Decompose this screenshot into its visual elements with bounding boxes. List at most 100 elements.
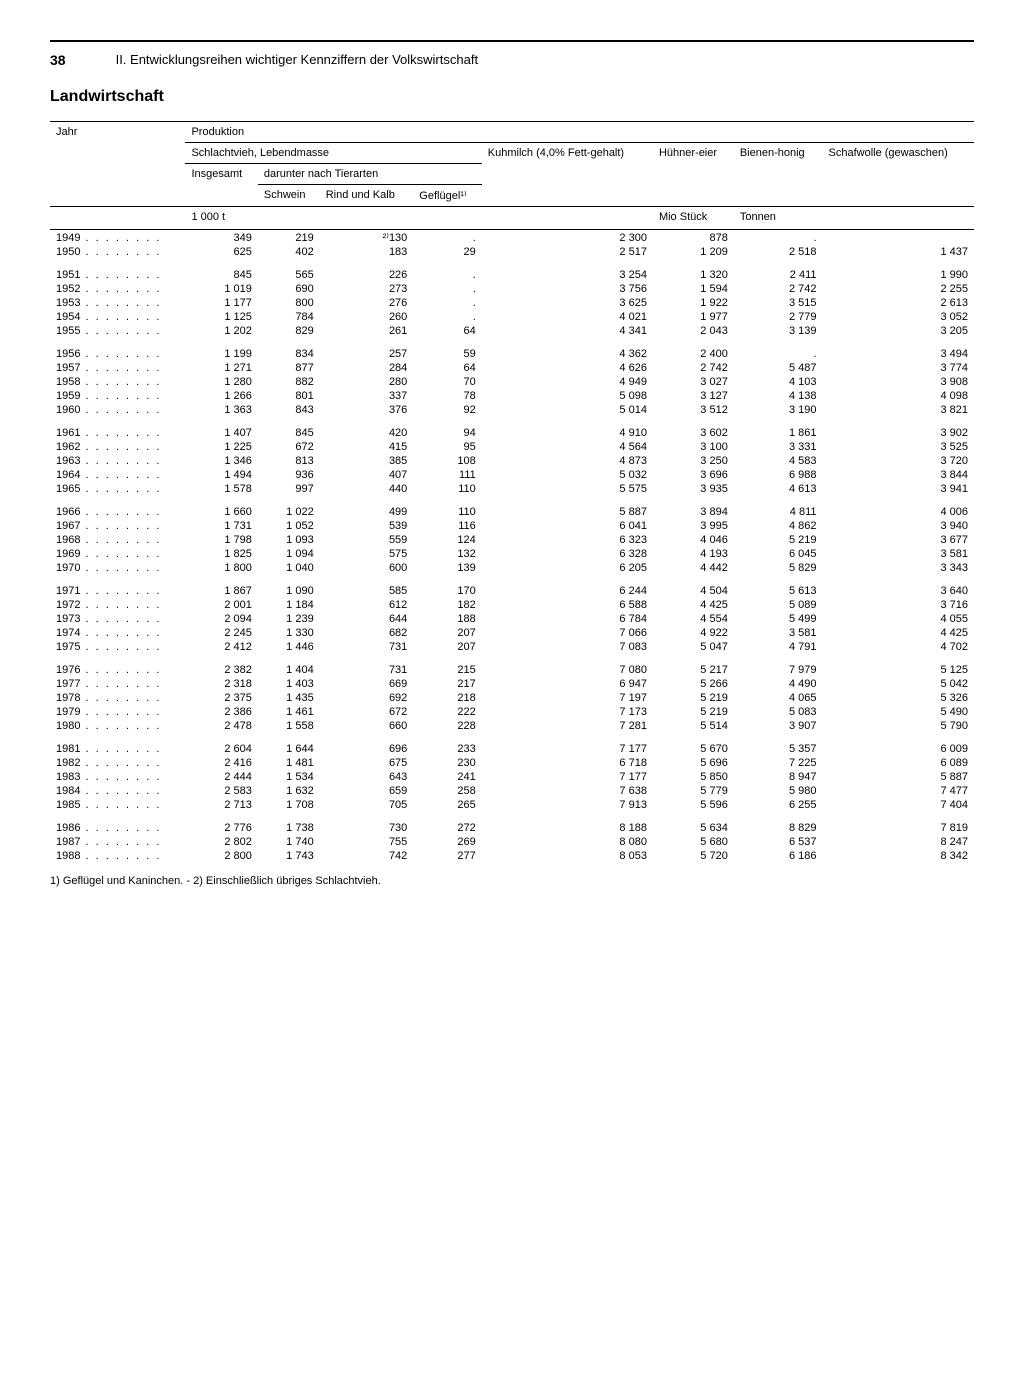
data-cell: 5 219 (653, 705, 734, 719)
data-cell: 2 713 (185, 798, 257, 812)
year-cell: 1968 . . . . . . . . (50, 533, 185, 547)
data-cell: 6 328 (482, 547, 653, 561)
col-gefluegel: Geflügel¹⁾ (413, 185, 481, 207)
table-row: 1967 . . . . . . . .1 7311 0525391166 04… (50, 519, 974, 533)
data-cell: 64 (413, 361, 481, 375)
data-cell: 1 435 (258, 691, 320, 705)
data-cell: 3 677 (823, 533, 975, 547)
year-cell: 1960 . . . . . . . . (50, 403, 185, 417)
table-row: 1950 . . . . . . . .625402183292 5171 20… (50, 245, 974, 259)
data-cell: 7 477 (823, 784, 975, 798)
data-cell: 8 342 (823, 849, 975, 863)
data-cell: 4 613 (734, 482, 823, 496)
data-cell: 1 825 (185, 547, 257, 561)
data-cell: 4 862 (734, 519, 823, 533)
data-cell: 1 177 (185, 296, 257, 310)
table-row: 1976 . . . . . . . .2 3821 4047312157 08… (50, 654, 974, 677)
data-cell: 834 (258, 338, 320, 361)
footnote: 1) Geflügel und Kaninchen. - 2) Einschli… (50, 875, 974, 887)
table-row: 1957 . . . . . . . .1 271877284644 6262 … (50, 361, 974, 375)
data-cell: 7 173 (482, 705, 653, 719)
data-cell: 2 583 (185, 784, 257, 798)
data-cell: 6 588 (482, 598, 653, 612)
data-cell: 7 225 (734, 756, 823, 770)
data-cell: 7 913 (482, 798, 653, 812)
data-cell: 5 032 (482, 468, 653, 482)
data-cell: 1 094 (258, 547, 320, 561)
year-cell: 1951 . . . . . . . . (50, 259, 185, 282)
data-cell: 2 742 (653, 361, 734, 375)
data-cell: 1 239 (258, 612, 320, 626)
table-row: 1955 . . . . . . . .1 202829261644 3412 … (50, 324, 974, 338)
col-production: Produktion (185, 122, 974, 143)
col-insgesamt: Insgesamt (185, 164, 257, 207)
year-cell: 1980 . . . . . . . . (50, 719, 185, 733)
data-cell: 8 053 (482, 849, 653, 863)
data-cell: 5 219 (653, 691, 734, 705)
data-cell: 2 411 (734, 259, 823, 282)
data-cell: 1 280 (185, 375, 257, 389)
data-cell: 1 404 (258, 654, 320, 677)
data-cell: 3 716 (823, 598, 975, 612)
data-cell: 3 935 (653, 482, 734, 496)
table-row: 1968 . . . . . . . .1 7981 0935591246 32… (50, 533, 974, 547)
data-cell: 3 756 (482, 282, 653, 296)
data-cell: 257 (320, 338, 414, 361)
data-cell: 1 184 (258, 598, 320, 612)
data-cell: 2 478 (185, 719, 257, 733)
data-cell: . (413, 310, 481, 324)
table-row: 1980 . . . . . . . .2 4781 5586602287 28… (50, 719, 974, 733)
data-cell: 3 581 (734, 626, 823, 640)
data-cell: 682 (320, 626, 414, 640)
data-cell: 3 127 (653, 389, 734, 403)
data-cell: 5 680 (653, 835, 734, 849)
year-cell: 1967 . . . . . . . . (50, 519, 185, 533)
data-cell: 2 802 (185, 835, 257, 849)
table-row: 1975 . . . . . . . .2 4121 4467312077 08… (50, 640, 974, 654)
data-cell: 402 (258, 245, 320, 259)
year-cell: 1950 . . . . . . . . (50, 245, 185, 259)
data-cell: 4 564 (482, 440, 653, 454)
year-cell: 1966 . . . . . . . . (50, 496, 185, 519)
data-cell: 7 819 (823, 812, 975, 835)
data-cell: 110 (413, 496, 481, 519)
col-huehnereier: Hühner-eier (653, 143, 734, 207)
year-cell: 1985 . . . . . . . . (50, 798, 185, 812)
data-cell: 8 247 (823, 835, 975, 849)
table-row: 1961 . . . . . . . .1 407845420944 9103 … (50, 417, 974, 440)
data-cell: 78 (413, 389, 481, 403)
data-cell: 672 (320, 705, 414, 719)
data-cell: 5 490 (823, 705, 975, 719)
data-cell: 7 177 (482, 733, 653, 756)
data-cell: 1 040 (258, 561, 320, 575)
data-cell: 29 (413, 245, 481, 259)
data-cell: 4 341 (482, 324, 653, 338)
data-cell: 1 090 (258, 575, 320, 598)
data-cell: 1 861 (734, 417, 823, 440)
data-cell: 1 738 (258, 812, 320, 835)
data-cell: 2 318 (185, 677, 257, 691)
data-cell: 4 949 (482, 375, 653, 389)
data-cell: . (413, 230, 481, 246)
year-cell: 1964 . . . . . . . . (50, 468, 185, 482)
data-cell: 7 080 (482, 654, 653, 677)
data-cell: 4 702 (823, 640, 975, 654)
data-cell: 4 103 (734, 375, 823, 389)
data-cell: 575 (320, 547, 414, 561)
data-cell: 3 100 (653, 440, 734, 454)
data-cell: 4 442 (653, 561, 734, 575)
col-schlachtvieh: Schlachtvieh, Lebendmasse (185, 143, 481, 164)
data-cell: 6 718 (482, 756, 653, 770)
data-cell: 5 829 (734, 561, 823, 575)
data-cell: 407 (320, 468, 414, 482)
data-cell: 2 444 (185, 770, 257, 784)
data-cell: 5 047 (653, 640, 734, 654)
data-cell: 1 731 (185, 519, 257, 533)
data-cell: 2 518 (734, 245, 823, 259)
year-cell: 1978 . . . . . . . . (50, 691, 185, 705)
data-cell: 1 977 (653, 310, 734, 324)
data-cell: 539 (320, 519, 414, 533)
data-cell: 5 083 (734, 705, 823, 719)
data-cell: 3 602 (653, 417, 734, 440)
data-cell: 1 558 (258, 719, 320, 733)
